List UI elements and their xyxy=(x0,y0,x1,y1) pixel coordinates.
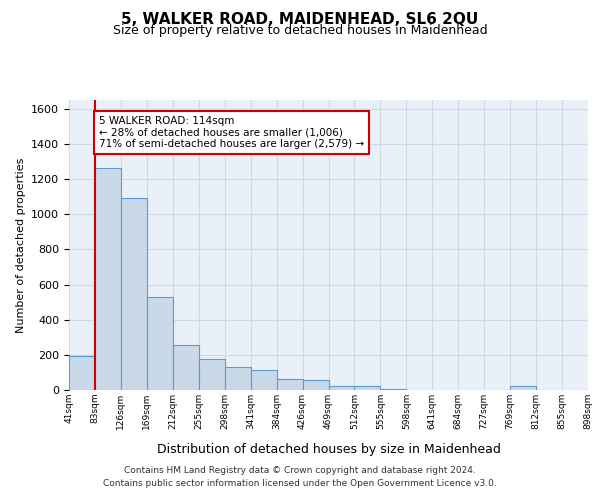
Bar xyxy=(302,380,329,390)
Text: Size of property relative to detached houses in Maidenhead: Size of property relative to detached ho… xyxy=(113,24,487,37)
Bar xyxy=(95,168,121,390)
Y-axis label: Number of detached properties: Number of detached properties xyxy=(16,158,26,332)
Text: Contains HM Land Registry data © Crown copyright and database right 2024.: Contains HM Land Registry data © Crown c… xyxy=(124,466,476,475)
X-axis label: Distribution of detached houses by size in Maidenhead: Distribution of detached houses by size … xyxy=(157,443,500,456)
Bar xyxy=(225,367,251,390)
Bar xyxy=(147,297,173,390)
Bar xyxy=(329,386,355,390)
Text: 5 WALKER ROAD: 114sqm
← 28% of detached houses are smaller (1,006)
71% of semi-d: 5 WALKER ROAD: 114sqm ← 28% of detached … xyxy=(99,116,364,149)
Bar xyxy=(173,345,199,390)
Bar xyxy=(380,389,406,390)
Bar xyxy=(251,370,277,390)
Text: Contains public sector information licensed under the Open Government Licence v3: Contains public sector information licen… xyxy=(103,478,497,488)
Bar xyxy=(121,198,147,390)
Bar xyxy=(355,386,380,390)
Bar xyxy=(510,386,536,390)
Bar xyxy=(277,378,302,390)
Text: 5, WALKER ROAD, MAIDENHEAD, SL6 2QU: 5, WALKER ROAD, MAIDENHEAD, SL6 2QU xyxy=(121,12,479,28)
Bar xyxy=(199,359,224,390)
Bar xyxy=(69,356,95,390)
